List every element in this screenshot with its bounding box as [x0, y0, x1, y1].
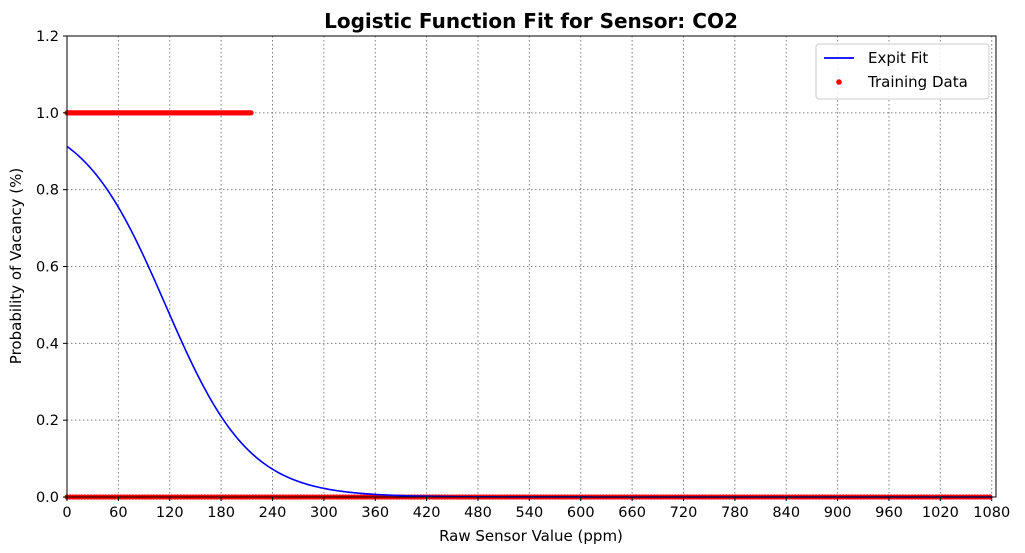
legend-box [815, 43, 990, 100]
x-tick-label: 420 [413, 505, 441, 521]
x-tick-label: 540 [516, 505, 544, 521]
x-tick-label: 360 [361, 505, 389, 521]
x-tick-label: 600 [567, 505, 595, 521]
legend-label: Training Data [867, 73, 968, 91]
y-tick-label: 0.2 [36, 413, 59, 429]
x-tick-label: 1020 [922, 505, 959, 521]
legend-dot-icon [836, 79, 842, 85]
legend: Expit Fit Training Data [815, 43, 990, 100]
chart-title: Logistic Function Fit for Sensor: CO2 [324, 9, 738, 33]
x-tick-label: 660 [618, 505, 646, 521]
x-tick-label: 240 [259, 505, 287, 521]
training-data-point [248, 110, 254, 116]
x-axis-label: Raw Sensor Value (ppm) [439, 527, 623, 545]
x-tick-label: 780 [721, 505, 749, 521]
x-tick-label: 1080 [973, 505, 1010, 521]
x-tick-label: 60 [109, 505, 127, 521]
y-axis: 0.0 0.2 0.4 0.6 0.8 1.0 1.2 [36, 29, 67, 506]
x-tick-label: 840 [772, 505, 800, 521]
y-tick-label: 0.4 [36, 336, 59, 352]
legend-label: Expit Fit [868, 49, 928, 67]
x-tick-label: 300 [310, 505, 338, 521]
y-axis-label: Probability of Vacancy (%) [7, 168, 25, 364]
x-tick-label: 180 [207, 505, 235, 521]
x-tick-label: 120 [156, 505, 184, 521]
x-tick-label: 480 [464, 505, 492, 521]
x-tick-label: 720 [670, 505, 698, 521]
x-tick-label: 0 [62, 505, 71, 521]
x-tick-label: 960 [875, 505, 903, 521]
y-tick-label: 1.2 [36, 29, 59, 45]
x-axis: 0 60 120 180 240 300 360 420 480 540 600 660 720 780 8… [62, 497, 1010, 521]
y-tick-label: 0.0 [36, 490, 59, 506]
x-tick-label: 900 [824, 505, 852, 521]
y-tick-label: 0.6 [36, 260, 59, 276]
y-tick-label: 0.8 [36, 183, 59, 199]
y-tick-label: 1.0 [36, 106, 59, 122]
